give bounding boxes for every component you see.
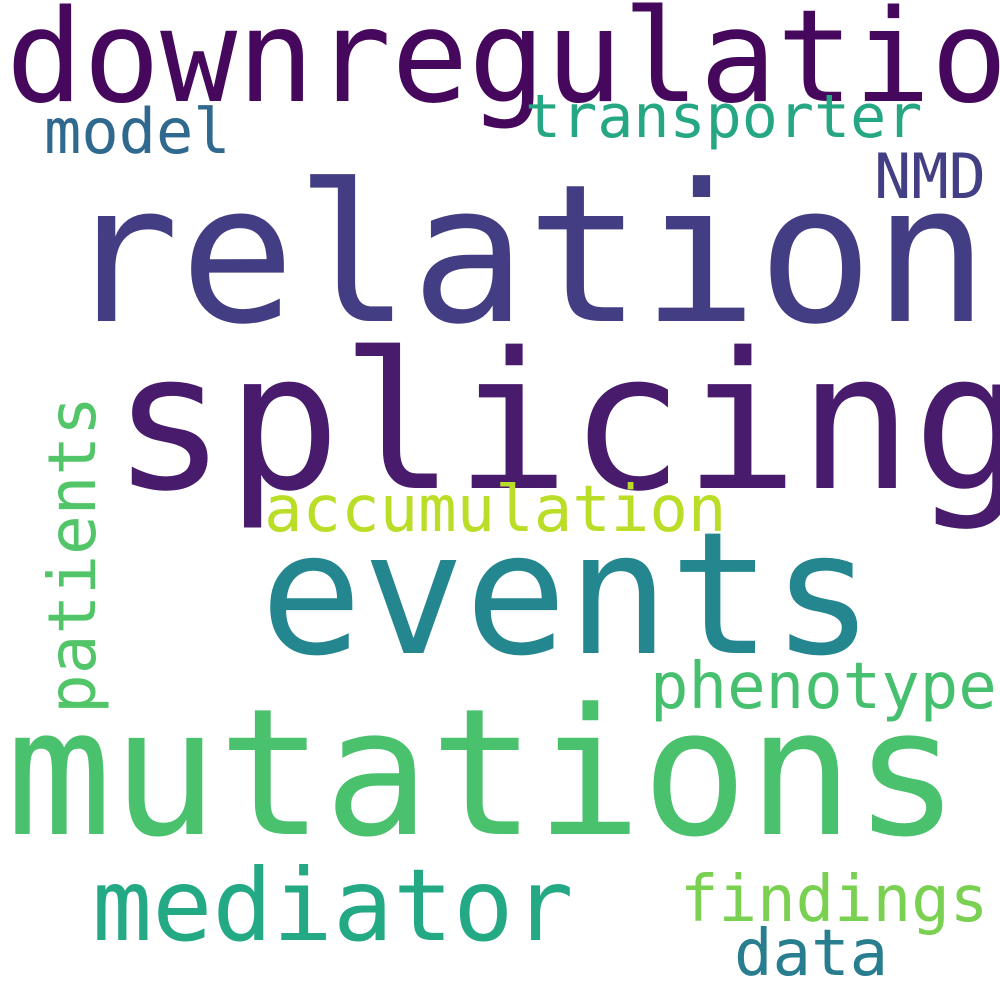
word-findings: findings [680,863,989,937]
word-accumulation: accumulation [264,473,727,547]
word-events: events [260,496,875,694]
word-transporter: transporter [525,82,923,152]
word-model: model [44,95,231,168]
word-relation: relation [64,144,989,367]
word-downregulation: downregulation [6,0,1000,132]
word-splicing: splicing [112,312,1000,533]
word-nmd: NMD [874,140,986,213]
word-patients: patients [34,396,111,714]
word-phenotype: phenotype [650,650,997,724]
word-data: data [734,917,889,991]
word-mediator: mediator [92,847,574,964]
word-mutations: mutations [6,671,960,876]
